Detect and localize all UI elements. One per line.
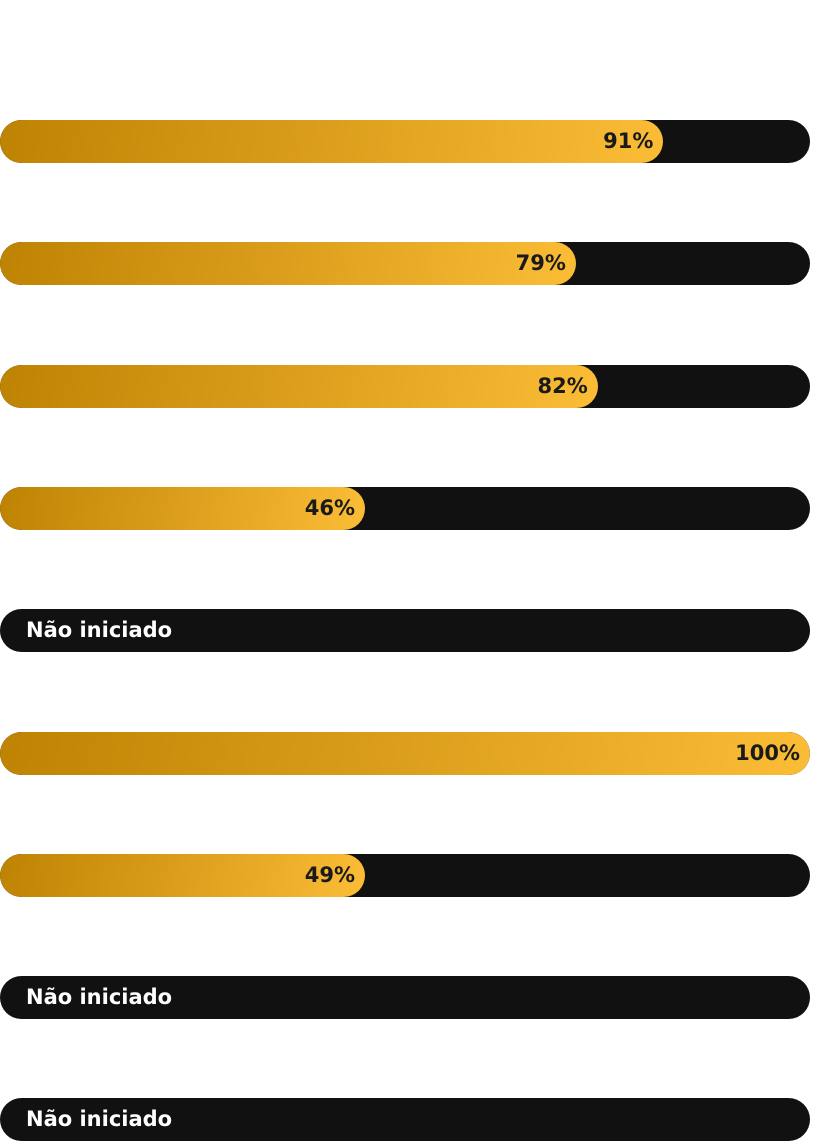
progress-bar: Não iniciado bbox=[0, 976, 810, 1020]
progress-percent-label: 100% bbox=[735, 740, 800, 765]
progress-percent-label: 49% bbox=[304, 862, 355, 887]
progress-bar: 100% bbox=[0, 731, 810, 775]
progress-fill: 82% bbox=[0, 364, 598, 408]
progress-bar: 82% bbox=[0, 364, 810, 408]
not-started-label: Não iniciado bbox=[26, 1107, 173, 1132]
progress-percent-label: 82% bbox=[537, 373, 588, 398]
progress-percent-label: 46% bbox=[304, 495, 355, 520]
progress-percent-label: 91% bbox=[603, 129, 654, 153]
progress-bar: 91% bbox=[0, 120, 810, 163]
progress-bar: Não iniciado bbox=[0, 1098, 810, 1142]
not-started-label: Não iniciado bbox=[26, 618, 173, 643]
progress-fill: 79% bbox=[0, 242, 576, 286]
progress-percent-label: 79% bbox=[515, 251, 566, 276]
progress-fill: 46% bbox=[0, 486, 365, 530]
progress-bar: 49% bbox=[0, 853, 810, 897]
progress-fill: 91% bbox=[0, 120, 664, 163]
progress-bar: 46% bbox=[0, 486, 810, 530]
progress-fill: 100% bbox=[0, 731, 810, 775]
not-started-label: Não iniciado bbox=[26, 985, 173, 1010]
progress-bar: Não iniciado bbox=[0, 609, 810, 653]
progress-fill: 49% bbox=[0, 853, 365, 897]
progress-bar: 79% bbox=[0, 242, 810, 286]
